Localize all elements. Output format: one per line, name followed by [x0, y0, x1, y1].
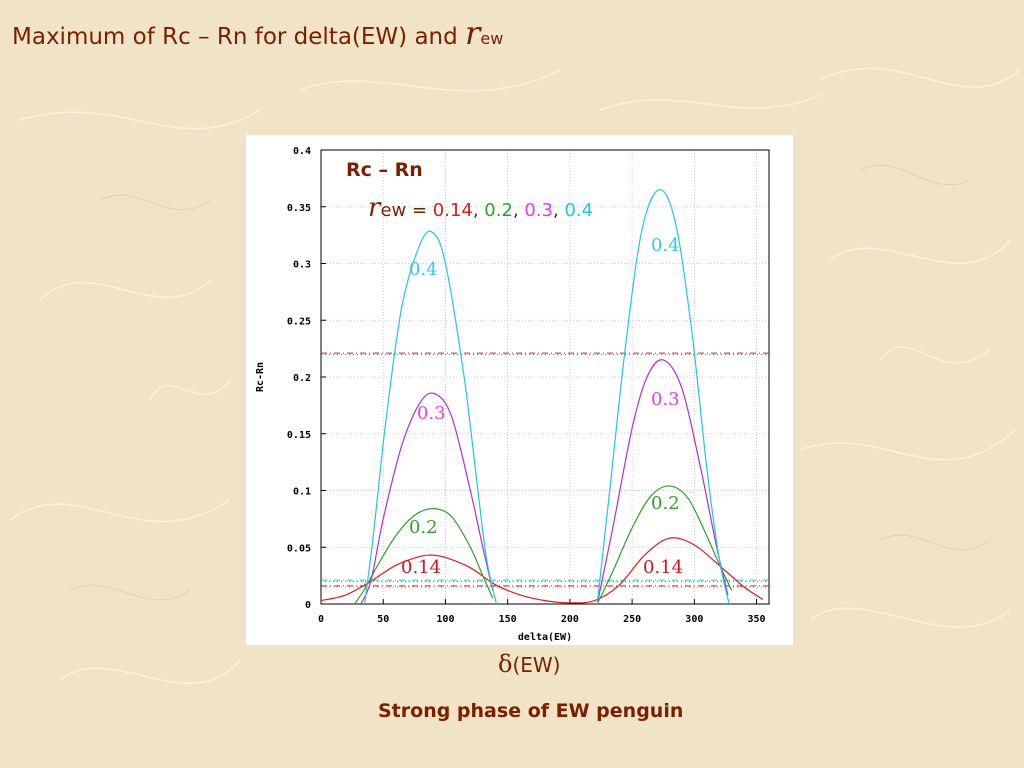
- y-tick-label: 0.3: [293, 260, 311, 271]
- x-tick-label: 50: [377, 614, 389, 625]
- curve-label-right-0.3: 0.3: [651, 389, 680, 410]
- delta-symbol: δ: [498, 650, 513, 678]
- slide-caption: Strong phase of EW penguin: [378, 700, 684, 722]
- x-axis-label: delta(EW): [518, 632, 572, 643]
- series-line-0.3: [596, 359, 729, 605]
- curve-label-left-0.4: 0.4: [409, 259, 438, 280]
- y-tick-label: 0.05: [287, 543, 311, 554]
- y-tick-label: 0: [305, 600, 311, 611]
- y-axis-label: Rc-Rn: [255, 362, 266, 392]
- y-tick-label: 0.2: [293, 373, 311, 384]
- x-tick-label: 300: [685, 614, 703, 625]
- plot-panel: 0 50 100 150 200 250 300 350 0 0.05 0.1 0.15 0.2 0.25…: [246, 135, 793, 645]
- slide-title-subscript: ew: [480, 29, 504, 48]
- curve-label-left-0.14: 0.14: [401, 557, 442, 578]
- rew-value-3: 0.4: [564, 200, 594, 221]
- y-tick-label: 0.1: [293, 487, 311, 498]
- x-tick-label: 100: [436, 614, 454, 625]
- x-tick-label: 0: [318, 614, 324, 625]
- plot-frame: [320, 149, 770, 605]
- rew-equals: =: [406, 200, 433, 221]
- rew-value-2: 0.3: [524, 200, 554, 221]
- curve-label-right-0.14: 0.14: [643, 557, 684, 578]
- rew-symbol: r: [368, 193, 381, 223]
- curve-label-left-0.2: 0.2: [409, 517, 438, 538]
- slide-title-main: Maximum of Rc – Rn for delta(EW) and: [12, 24, 466, 50]
- curve-label-right-0.2: 0.2: [651, 493, 680, 514]
- series-line-0.3: [360, 392, 494, 605]
- curve-label-right-0.4: 0.4: [651, 235, 680, 256]
- delta-ew-text: (EW): [512, 653, 561, 677]
- slide-title: Maximum of Rc – Rn for delta(EW) and rew: [12, 14, 503, 52]
- chart-annotation-rew: rew = 0.14, 0.2, 0.3, 0.4: [368, 193, 593, 223]
- slide-title-r: r: [465, 14, 481, 52]
- series-line-0.2: [596, 485, 733, 605]
- rew-separator: ,: [472, 200, 485, 221]
- y-tick-label: 0.15: [287, 430, 311, 441]
- rew-separator: ,: [553, 200, 565, 221]
- series-line-0.2: [354, 508, 494, 605]
- chart-annotation-title: Rc – Rn: [346, 159, 423, 181]
- delta-ew-label: δ(EW): [498, 650, 560, 678]
- rew-value-1: 0.2: [484, 200, 513, 221]
- rew-value-0: 0.14: [432, 200, 473, 221]
- y-tick-label: 0.4: [293, 146, 311, 157]
- line-chart: 0 50 100 150 200 250 300 350 0 0.05 0.1 0.15 0.2 0.25…: [255, 146, 770, 643]
- x-tick-label: 250: [623, 614, 641, 625]
- y-tick-label: 0.25: [287, 316, 311, 327]
- series-line-0.4: [363, 230, 498, 605]
- y-tick-label: 0.35: [287, 203, 311, 214]
- series-line-0.14: [320, 537, 764, 604]
- series-line-0.4: [596, 189, 730, 605]
- x-tick-label: 200: [561, 614, 579, 625]
- x-tick-label: 350: [748, 614, 766, 625]
- curve-label-left-0.3: 0.3: [417, 403, 446, 424]
- rew-separator: ,: [512, 200, 525, 221]
- rew-subscript: ew: [380, 200, 407, 221]
- x-tick-label: 150: [499, 614, 517, 625]
